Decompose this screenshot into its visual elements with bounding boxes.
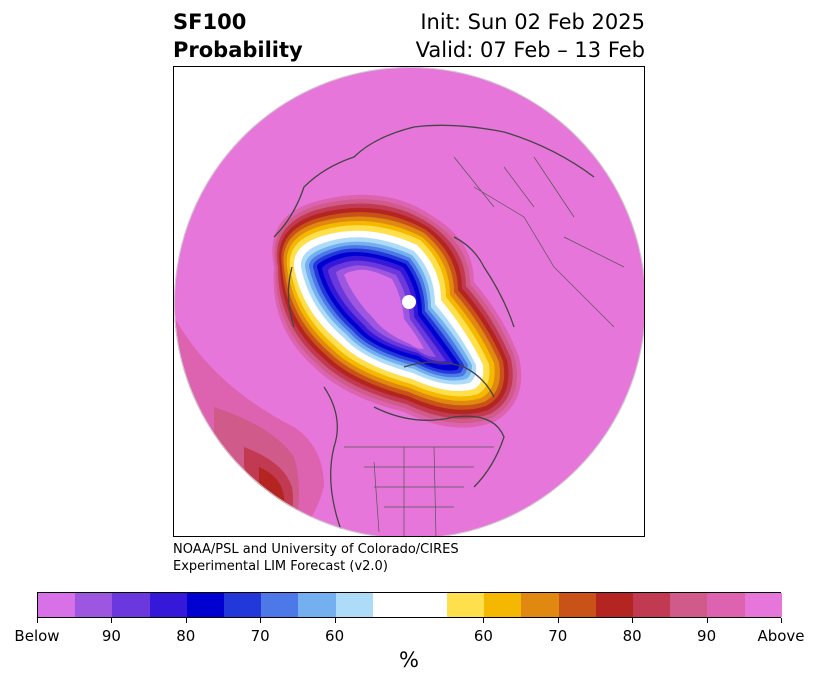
- colorbar-tick-mark: [483, 618, 485, 623]
- colorbar-tick-label: 60: [325, 627, 345, 645]
- colorbar-tick-mark: [37, 618, 38, 623]
- colorbar-segment: [75, 593, 113, 617]
- title-block-right: Init: Sun 02 Feb 2025 Valid: 07 Feb – 13…: [416, 8, 645, 64]
- colorbar-segment: [744, 593, 782, 617]
- colorbar-segment: [112, 593, 150, 617]
- north-pole-marker: [402, 295, 416, 309]
- projection-edge: [174, 67, 644, 536]
- colorbar-tick-mark: [260, 618, 262, 623]
- colorbar-segment: [38, 593, 76, 617]
- colorbar-tick-label: 90: [101, 627, 121, 645]
- product-title: Probability: [173, 38, 303, 62]
- colorbar-tick-mark: [557, 618, 559, 623]
- colorbar-segment: [707, 593, 745, 617]
- colorbar-tick-label: 70: [250, 627, 270, 645]
- colorbar-segment: [447, 593, 485, 617]
- init-date: Init: Sun 02 Feb 2025: [420, 10, 645, 34]
- colorbar-tick-label: Above: [757, 627, 805, 645]
- colorbar-tick-mark: [334, 618, 336, 623]
- colorbar-segment: [186, 593, 224, 617]
- variable-title: SF100: [173, 10, 247, 34]
- credit-line-1: NOAA/PSL and University of Colorado/CIRE…: [173, 542, 459, 557]
- probability-map: [174, 67, 644, 536]
- colorbar-tick-mark: [706, 618, 708, 623]
- colorbar-segment: [149, 593, 187, 617]
- credit-line-2: Experimental LIM Forecast (v2.0): [173, 559, 388, 574]
- colorbar-segment: [558, 593, 596, 617]
- colorbar-segment: [372, 593, 448, 617]
- colorbar-segment: [335, 593, 373, 617]
- colorbar-tick-label: 90: [697, 627, 717, 645]
- colorbar-segment: [223, 593, 262, 617]
- colorbar-tick-label: 80: [176, 627, 196, 645]
- colorbar-tick-label: 80: [622, 627, 642, 645]
- colorbar-tick-label: 60: [473, 627, 493, 645]
- colorbar-segment: [670, 593, 708, 617]
- colorbar-segment: [261, 593, 299, 617]
- colorbar-segment: [595, 593, 634, 617]
- colorbar-tick-mark: [781, 618, 782, 623]
- colorbar-segment: [298, 593, 336, 617]
- credit-block: NOAA/PSL and University of Colorado/CIRE…: [173, 541, 459, 575]
- colorbar-tick-label: 70: [548, 627, 568, 645]
- coastlines: [273, 124, 595, 536]
- vortex-core-below: [344, 269, 424, 349]
- title-block-left: SF100 Probability: [173, 8, 303, 64]
- valid-range: Valid: 07 Feb – 13 Feb: [415, 38, 645, 62]
- colorbar-tick-mark: [632, 618, 634, 623]
- map-panel: [173, 66, 645, 537]
- colorbar-tick-mark: [111, 618, 113, 623]
- colorbar-tick-mark: [185, 618, 187, 623]
- colorbar: [37, 592, 782, 618]
- colorbar-segment: [521, 593, 559, 617]
- colorbar-segment: [633, 593, 671, 617]
- political-borders: [344, 156, 625, 536]
- colorbar-tick-label: Below: [14, 627, 60, 645]
- colorbar-segment: [484, 593, 522, 617]
- colorbar-unit: %: [399, 648, 419, 672]
